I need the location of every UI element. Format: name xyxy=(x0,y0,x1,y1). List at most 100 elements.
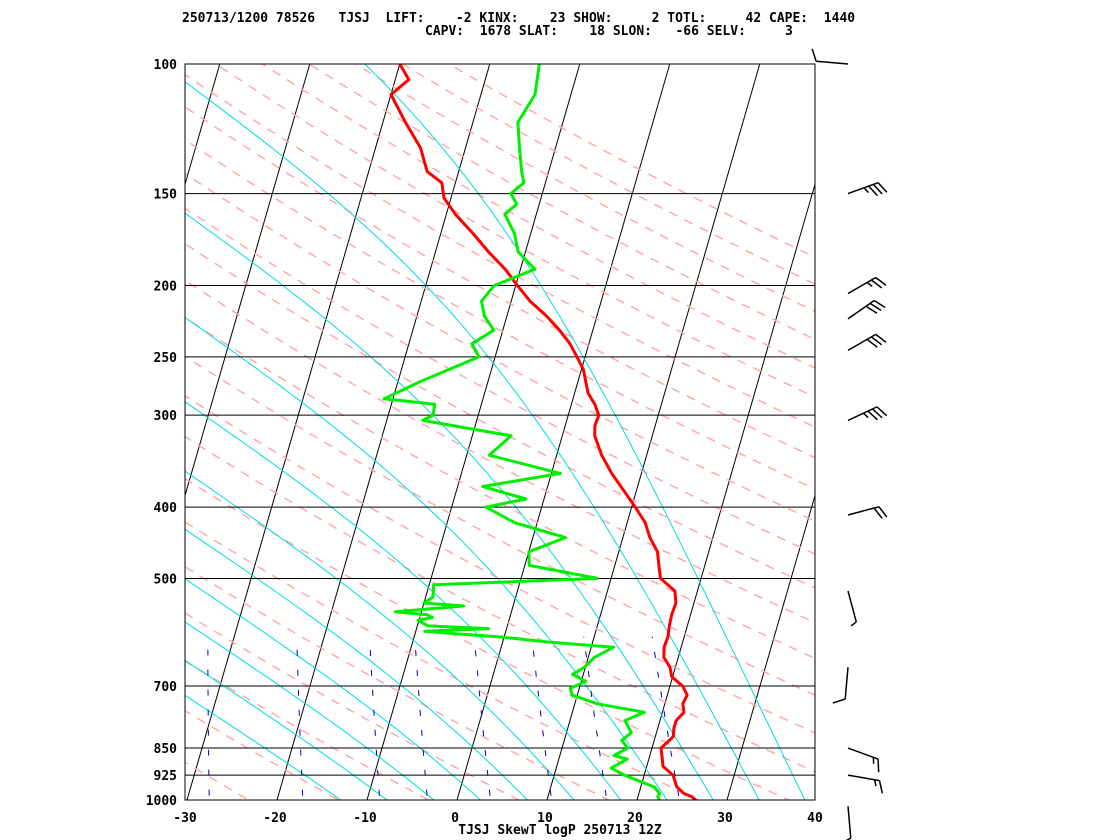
dry-adiabat-line xyxy=(185,612,521,800)
pressure-tick-label: 150 xyxy=(154,188,178,203)
wind-barb xyxy=(832,667,849,704)
mixing-ratio-line xyxy=(651,636,681,800)
wind-barb-flag xyxy=(873,507,883,519)
wind-barb-flag xyxy=(878,780,884,794)
sounding-profiles xyxy=(382,64,697,800)
temperature-tick-label: -30 xyxy=(173,811,197,826)
wind-barb-flag xyxy=(865,305,878,314)
dry-adiabat-line xyxy=(307,64,815,341)
isotherm-line xyxy=(185,64,221,187)
wind-barb xyxy=(847,299,886,320)
pressure-tick-label: 300 xyxy=(154,409,178,424)
mixing-ratio-line xyxy=(531,636,553,800)
dry-adiabat-line xyxy=(261,64,815,369)
moist-adiabat-line xyxy=(185,401,622,800)
dewpoint-profile-line xyxy=(382,64,662,800)
dry-adiabat-line xyxy=(185,761,251,800)
wind-barb-half-flag xyxy=(866,281,873,288)
dry-adiabat-line xyxy=(185,565,611,800)
wind-barb-half-flag xyxy=(872,757,875,764)
pressure-tick-label: 100 xyxy=(154,58,178,73)
temperature-tick-label: -20 xyxy=(263,811,287,826)
pressure-tick-label: 400 xyxy=(154,501,178,516)
isotherm-line xyxy=(0,48,44,816)
wind-barb xyxy=(847,276,887,295)
wind-barb-staff xyxy=(847,333,877,352)
wind-barb xyxy=(847,333,887,352)
dry-adiabat-line xyxy=(185,242,815,589)
wind-barb-flag xyxy=(872,183,883,195)
moist-adiabat-line xyxy=(364,64,806,800)
wind-barb-half-flag xyxy=(863,187,869,194)
pressure-tick-label: 1000 xyxy=(146,794,177,809)
wind-barbs xyxy=(811,48,888,840)
wind-barb xyxy=(844,806,852,840)
wind-barb-staff xyxy=(847,747,879,760)
mixing-ratio-line xyxy=(296,636,304,800)
wind-barb-staff xyxy=(847,806,852,839)
wind-barb-flag xyxy=(832,698,846,704)
isotherm-line xyxy=(992,48,1120,816)
isotherm-line xyxy=(185,64,311,498)
isotherm-line xyxy=(276,64,491,800)
wind-barb-flag xyxy=(867,410,879,421)
moist-adiabat-line xyxy=(185,578,482,800)
temperature-tick-label: 10 xyxy=(537,811,553,826)
mixing-ratio-line xyxy=(583,636,608,800)
dry-adiabat-line xyxy=(214,64,815,398)
moist-adiabat-line xyxy=(185,659,388,800)
wind-barb xyxy=(847,590,858,627)
pressure-tick-label: 250 xyxy=(154,351,178,366)
isotherm-line xyxy=(726,493,815,800)
wind-barb-staff xyxy=(847,276,877,295)
temperature-tick-label: 40 xyxy=(807,811,823,826)
temperature-tick-label: 0 xyxy=(451,811,459,826)
isotherm-line xyxy=(636,182,815,800)
moist-adiabat-line xyxy=(185,470,575,800)
plot-frame xyxy=(184,63,816,801)
wind-barb-flag xyxy=(877,759,880,773)
pressure-tick-label: 700 xyxy=(154,680,178,695)
mixing-ratio-line xyxy=(369,636,381,800)
wind-barb xyxy=(811,48,849,65)
wind-barb-flag xyxy=(878,506,888,518)
moist-adiabat-line xyxy=(185,212,714,800)
dry-adiabat-line xyxy=(185,172,815,523)
mixing-ratio-line xyxy=(473,636,492,800)
wind-barb-flag xyxy=(870,336,883,346)
isotherm-line xyxy=(812,48,1034,816)
wind-barb-flag xyxy=(871,408,883,419)
isotherm-line xyxy=(546,64,761,800)
moist-adiabat-line xyxy=(185,694,342,800)
mixing-ratio-line xyxy=(414,636,428,800)
temperature-tick-labels: -30 -20 -10 0 10 20 30 40 xyxy=(173,811,823,826)
wind-barb-flag xyxy=(873,299,886,309)
wind-barb-staff xyxy=(847,505,880,516)
wind-barb-flag xyxy=(875,333,887,343)
wind-barb-flag xyxy=(868,185,879,197)
wind-barb-flag xyxy=(811,48,817,62)
moist-adiabat-line xyxy=(185,621,435,800)
wind-barb-staff xyxy=(847,181,879,195)
wind-barb-flag xyxy=(870,279,883,289)
wind-barb-staff xyxy=(847,299,875,320)
isotherm-line xyxy=(186,64,401,800)
wind-barb-staff xyxy=(847,590,858,623)
wind-barb xyxy=(847,505,888,519)
dry-adiabat-line xyxy=(185,316,815,660)
dry-adiabat-line xyxy=(185,279,815,624)
wind-barb-staff xyxy=(844,667,849,700)
pressure-tick-labels: 100 150 200 250 300 400 500 700 850 925 1000 xyxy=(146,58,177,809)
dry-adiabat-line xyxy=(185,660,431,800)
background-grid xyxy=(0,48,1120,816)
dry-adiabat-line xyxy=(0,52,2,815)
wind-barb-half-flag xyxy=(850,621,857,627)
moist-adiabat-line xyxy=(185,528,529,800)
wind-barb-flag xyxy=(877,182,888,193)
wind-barb-staff xyxy=(847,406,878,422)
pressure-tick-label: 200 xyxy=(154,280,178,295)
pressure-tick-label: 500 xyxy=(154,572,178,587)
mixing-ratio-line xyxy=(207,636,210,800)
moist-adiabat-line xyxy=(185,81,760,800)
